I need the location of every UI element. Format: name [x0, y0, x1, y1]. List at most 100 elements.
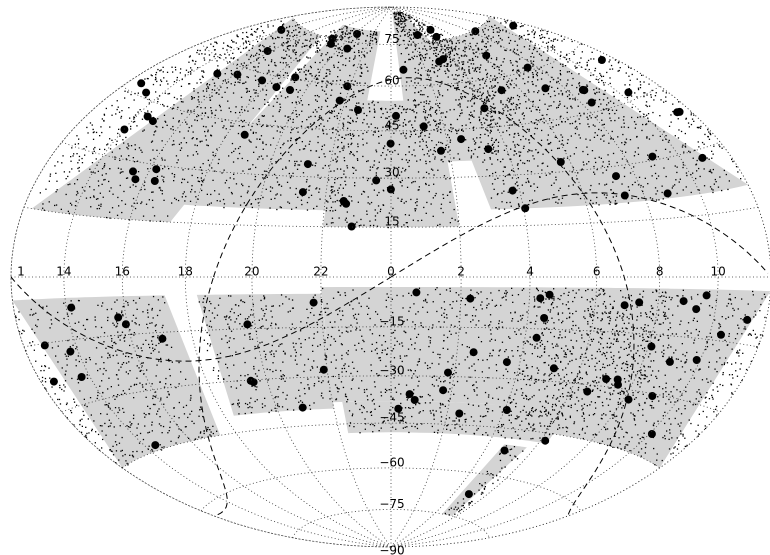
- source-point: [202, 163, 204, 165]
- source-point: [602, 99, 605, 101]
- source-point: [684, 445, 686, 448]
- source-point: [335, 158, 337, 160]
- source-point: [596, 331, 598, 333]
- source-point: [669, 322, 671, 324]
- source-point: [543, 362, 545, 364]
- source-point: [86, 432, 88, 435]
- source-point: [376, 34, 378, 36]
- source-point: [512, 97, 514, 99]
- source-point: [658, 199, 660, 201]
- source-point: [159, 84, 161, 86]
- source-point: [491, 90, 494, 92]
- source-point: [551, 171, 553, 173]
- source-point: [510, 158, 512, 160]
- bright-source: [508, 186, 517, 195]
- source-point: [207, 116, 209, 119]
- bright-source: [541, 84, 550, 93]
- source-point: [69, 183, 71, 185]
- source-point: [477, 66, 479, 69]
- source-point: [618, 69, 620, 72]
- source-point: [522, 147, 525, 149]
- source-point: [464, 50, 466, 53]
- source-point: [177, 159, 179, 161]
- source-point: [412, 109, 414, 111]
- source-point: [497, 159, 499, 161]
- source-point: [446, 56, 448, 58]
- source-point: [144, 181, 146, 183]
- source-point: [404, 34, 406, 36]
- source-point: [735, 362, 737, 364]
- source-point: [512, 69, 514, 71]
- source-point: [118, 407, 120, 409]
- source-point: [193, 166, 196, 168]
- source-point: [680, 430, 682, 432]
- source-point: [193, 110, 195, 112]
- source-point: [676, 192, 678, 195]
- source-point: [230, 72, 233, 75]
- source-point: [263, 170, 266, 172]
- source-point: [590, 74, 592, 77]
- source-point: [170, 128, 172, 130]
- source-point: [565, 345, 567, 347]
- source-point: [625, 444, 627, 446]
- source-point: [515, 27, 517, 30]
- source-point: [364, 82, 366, 84]
- source-point: [553, 101, 555, 103]
- source-point: [543, 302, 545, 304]
- source-point: [545, 298, 547, 300]
- bright-source: [426, 25, 435, 34]
- source-point: [124, 90, 126, 92]
- source-point: [663, 101, 665, 103]
- source-point: [110, 422, 112, 424]
- source-point: [407, 14, 409, 17]
- source-point: [549, 143, 551, 145]
- source-point: [161, 175, 163, 177]
- source-point: [206, 83, 208, 85]
- source-point: [313, 207, 315, 210]
- source-point: [358, 51, 360, 54]
- source-point: [321, 118, 323, 120]
- source-point: [116, 374, 118, 376]
- source-point: [558, 198, 560, 201]
- source-point: [220, 86, 222, 88]
- source-point: [252, 132, 254, 134]
- source-point: [633, 357, 635, 360]
- source-point: [407, 35, 409, 38]
- source-point: [491, 85, 493, 87]
- source-point: [431, 42, 434, 44]
- source-point: [136, 125, 138, 127]
- source-point: [101, 131, 103, 134]
- source-point: [574, 127, 576, 129]
- source-point: [565, 367, 567, 369]
- source-point: [609, 68, 611, 70]
- source-point: [215, 92, 217, 94]
- source-point: [181, 196, 183, 198]
- source-point: [426, 116, 428, 119]
- source-point: [349, 134, 352, 136]
- source-point: [607, 166, 609, 168]
- source-point: [655, 375, 657, 378]
- source-point: [633, 419, 636, 421]
- source-point: [254, 75, 256, 77]
- source-point: [166, 71, 169, 73]
- source-point: [315, 37, 318, 39]
- source-point: [677, 137, 680, 139]
- source-point: [29, 342, 31, 344]
- source-point: [157, 118, 159, 120]
- source-point: [218, 104, 221, 106]
- source-point: [190, 110, 192, 112]
- source-point: [516, 197, 519, 199]
- source-point: [678, 181, 680, 183]
- source-point: [311, 75, 313, 77]
- source-point: [404, 135, 406, 137]
- source-point: [147, 110, 149, 112]
- source-point: [146, 369, 148, 371]
- source-point: [350, 80, 352, 82]
- source-point: [31, 314, 34, 316]
- source-point: [728, 335, 730, 337]
- source-point: [54, 393, 56, 395]
- source-point: [620, 426, 622, 428]
- source-point: [127, 302, 129, 304]
- source-point: [616, 316, 618, 319]
- source-point: [224, 91, 226, 93]
